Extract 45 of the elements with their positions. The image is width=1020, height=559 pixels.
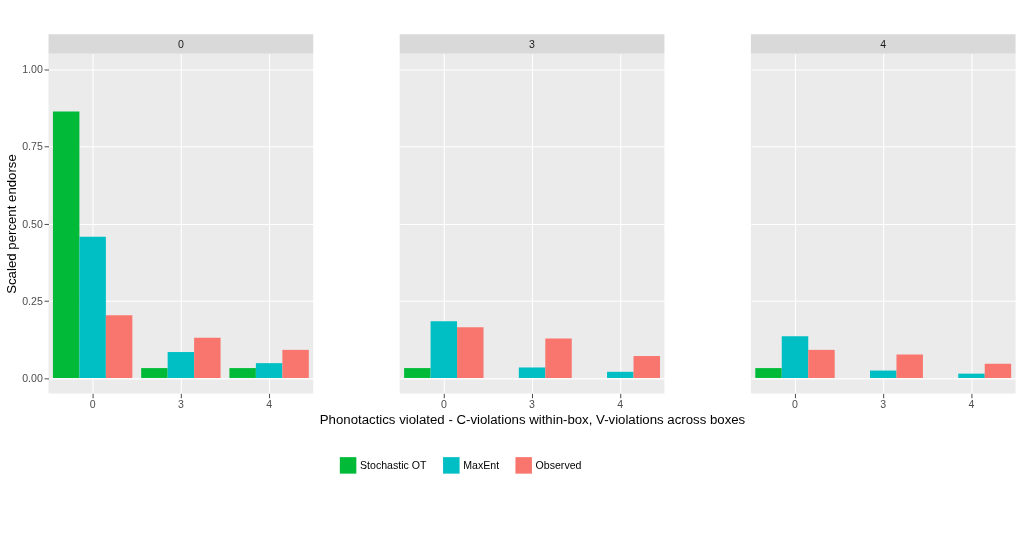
bar <box>607 371 634 378</box>
y-tick-label: 0.50 <box>22 217 43 230</box>
bar <box>229 368 256 378</box>
y-tick-label: 0.25 <box>22 294 43 307</box>
bar <box>896 354 923 378</box>
bar <box>194 337 221 378</box>
bar <box>457 327 484 378</box>
x-tick-label: 4 <box>266 397 273 410</box>
bar <box>984 363 1012 378</box>
y-axis-title: Scaled percent endorse <box>4 154 20 294</box>
bar <box>808 349 835 378</box>
x-tick-label: 4 <box>617 397 624 410</box>
bar <box>870 370 897 378</box>
bar <box>79 236 106 378</box>
x-tick-label: 3 <box>880 397 887 410</box>
bar <box>958 373 985 378</box>
y-tick-label: 1.00 <box>22 63 43 76</box>
x-tick-label: 0 <box>89 397 96 410</box>
bar <box>282 349 309 378</box>
y-tick-label: 0.75 <box>22 140 43 153</box>
legend-label: Stochastic OT <box>360 458 427 471</box>
bar <box>518 367 546 378</box>
chart-title: 0 <box>177 37 184 50</box>
legend-label: MaxEnt <box>463 458 500 471</box>
bar <box>755 368 782 378</box>
x-tick-label: 0 <box>792 397 799 410</box>
x-axis-title: Phonotactics violated - C-violations within-box, V-violations across boxes <box>319 411 746 427</box>
bar <box>781 336 809 378</box>
bar <box>255 363 283 378</box>
x-tick-label: 4 <box>968 397 975 410</box>
x-tick-label: 3 <box>529 397 536 410</box>
y-tick-label: 0.00 <box>22 371 43 384</box>
bar <box>105 315 133 378</box>
bar <box>633 356 660 378</box>
bar <box>167 352 195 378</box>
bar <box>52 111 80 378</box>
bar <box>545 338 572 378</box>
chart-title: 3 <box>529 37 536 50</box>
x-tick-label: 3 <box>177 397 184 410</box>
bar <box>404 368 431 378</box>
x-tick-label: 0 <box>440 397 447 410</box>
bar <box>141 368 168 378</box>
bar <box>430 321 458 378</box>
legend-label: Observed <box>535 458 582 471</box>
chart-title: 4 <box>880 37 887 50</box>
